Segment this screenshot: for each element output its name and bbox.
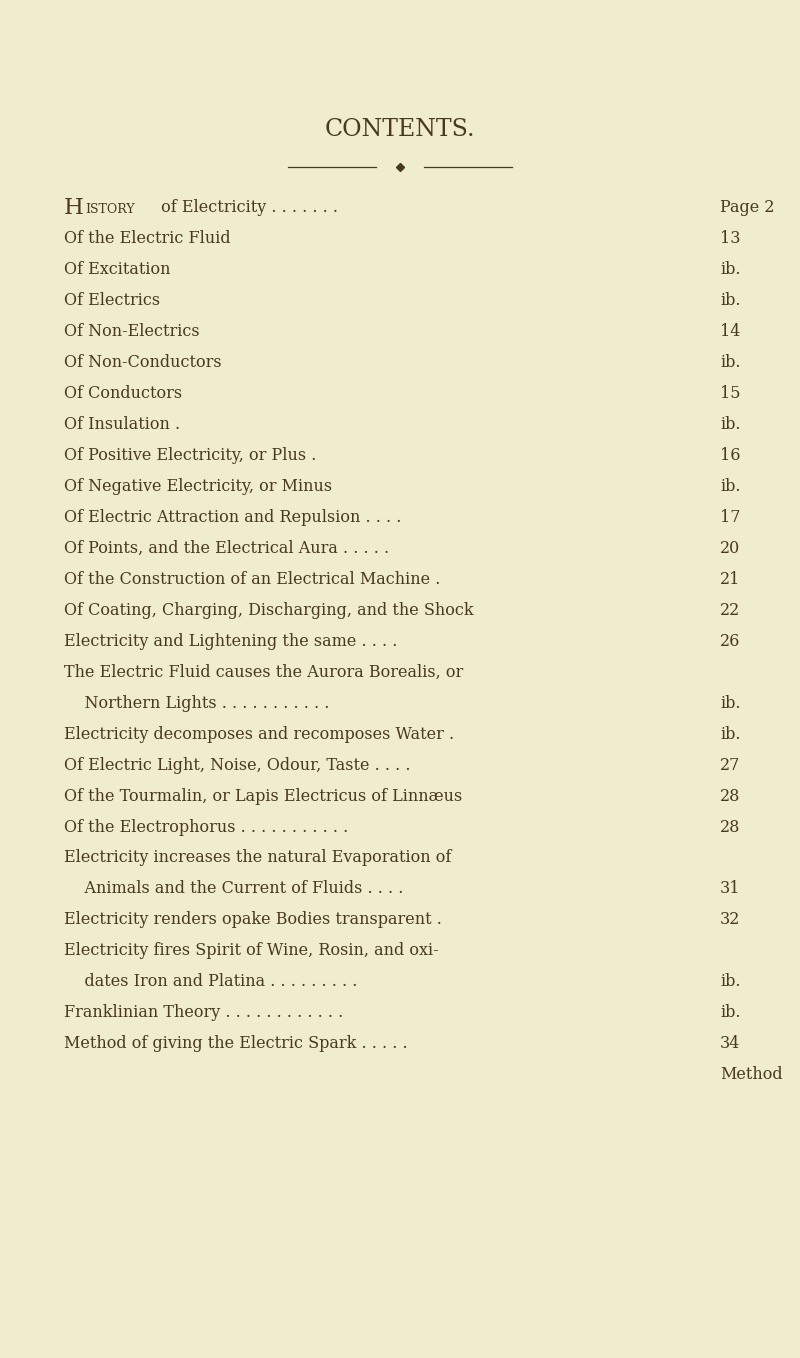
Text: Of Non-Electrics: Of Non-Electrics — [64, 323, 200, 340]
Text: Of Negative Electricity, or Minus: Of Negative Electricity, or Minus — [64, 478, 332, 494]
Text: 20: 20 — [720, 540, 740, 557]
Text: of Electricity . . . . . . .: of Electricity . . . . . . . — [156, 200, 338, 216]
Text: Of the Electrophorus . . . . . . . . . . .: Of the Electrophorus . . . . . . . . . .… — [64, 819, 348, 835]
Text: Method of giving the Electric Spark . . . . .: Method of giving the Electric Spark . . … — [64, 1035, 408, 1052]
Text: 21: 21 — [720, 570, 740, 588]
Text: Method: Method — [720, 1066, 782, 1084]
Text: Northern Lights . . . . . . . . . . .: Northern Lights . . . . . . . . . . . — [64, 695, 330, 712]
Text: Of Positive Electricity, or Plus .: Of Positive Electricity, or Plus . — [64, 447, 316, 464]
Text: ib.: ib. — [720, 354, 741, 371]
Text: 14: 14 — [720, 323, 740, 340]
Text: ib.: ib. — [720, 416, 741, 433]
Text: 17: 17 — [720, 509, 741, 526]
Text: Electricity fires Spirit of Wine, Rosin, and oxi-: Electricity fires Spirit of Wine, Rosin,… — [64, 942, 438, 959]
Text: Electricity and Lightening the same . . . .: Electricity and Lightening the same . . … — [64, 633, 398, 649]
Text: ib.: ib. — [720, 725, 741, 743]
Text: ib.: ib. — [720, 261, 741, 278]
Text: Electricity renders opake Bodies transparent .: Electricity renders opake Bodies transpa… — [64, 911, 442, 929]
Text: The Electric Fluid causes the Aurora Borealis, or: The Electric Fluid causes the Aurora Bor… — [64, 664, 463, 680]
Text: ib.: ib. — [720, 695, 741, 712]
Text: Electricity increases the natural Evaporation of: Electricity increases the natural Evapor… — [64, 850, 451, 866]
Text: ib.: ib. — [720, 1005, 741, 1021]
Text: 15: 15 — [720, 386, 741, 402]
Text: Franklinian Theory . . . . . . . . . . . .: Franklinian Theory . . . . . . . . . . .… — [64, 1005, 343, 1021]
Text: 31: 31 — [720, 880, 741, 898]
Text: ib.: ib. — [720, 292, 741, 310]
Text: 28: 28 — [720, 819, 740, 835]
Text: Page 2: Page 2 — [720, 200, 774, 216]
Text: Of the Electric Fluid: Of the Electric Fluid — [64, 231, 230, 247]
Text: 22: 22 — [720, 602, 740, 619]
Text: ISTORY: ISTORY — [85, 202, 134, 216]
Text: Of Points, and the Electrical Aura . . . . .: Of Points, and the Electrical Aura . . .… — [64, 540, 389, 557]
Text: dates Iron and Platina . . . . . . . . .: dates Iron and Platina . . . . . . . . . — [64, 974, 358, 990]
Text: 34: 34 — [720, 1035, 740, 1052]
Text: Of Electric Light, Noise, Odour, Taste . . . .: Of Electric Light, Noise, Odour, Taste .… — [64, 756, 410, 774]
Text: ib.: ib. — [720, 478, 741, 494]
Text: CONTENTS.: CONTENTS. — [325, 118, 475, 140]
Text: 13: 13 — [720, 231, 741, 247]
Text: 26: 26 — [720, 633, 740, 649]
Text: Of Electric Attraction and Repulsion . . . .: Of Electric Attraction and Repulsion . .… — [64, 509, 402, 526]
Text: 28: 28 — [720, 788, 740, 804]
Text: 32: 32 — [720, 911, 740, 929]
Text: Of the Tourmalin, or Lapis Electricus of Linnæus: Of the Tourmalin, or Lapis Electricus of… — [64, 788, 462, 804]
Text: Of Coating, Charging, Discharging, and the Shock: Of Coating, Charging, Discharging, and t… — [64, 602, 474, 619]
Text: Of Excitation: Of Excitation — [64, 261, 170, 278]
Text: Of the Construction of an Electrical Machine .: Of the Construction of an Electrical Mac… — [64, 570, 440, 588]
Text: H: H — [64, 197, 84, 219]
Text: Electricity decomposes and recomposes Water .: Electricity decomposes and recomposes Wa… — [64, 725, 454, 743]
Text: ib.: ib. — [720, 974, 741, 990]
Text: Of Electrics: Of Electrics — [64, 292, 160, 310]
Text: 16: 16 — [720, 447, 741, 464]
Text: Animals and the Current of Fluids . . . .: Animals and the Current of Fluids . . . … — [64, 880, 403, 898]
Text: Of Insulation .: Of Insulation . — [64, 416, 180, 433]
Text: 27: 27 — [720, 756, 740, 774]
Text: Of Non-Conductors: Of Non-Conductors — [64, 354, 222, 371]
Text: Of Conductors: Of Conductors — [64, 386, 182, 402]
